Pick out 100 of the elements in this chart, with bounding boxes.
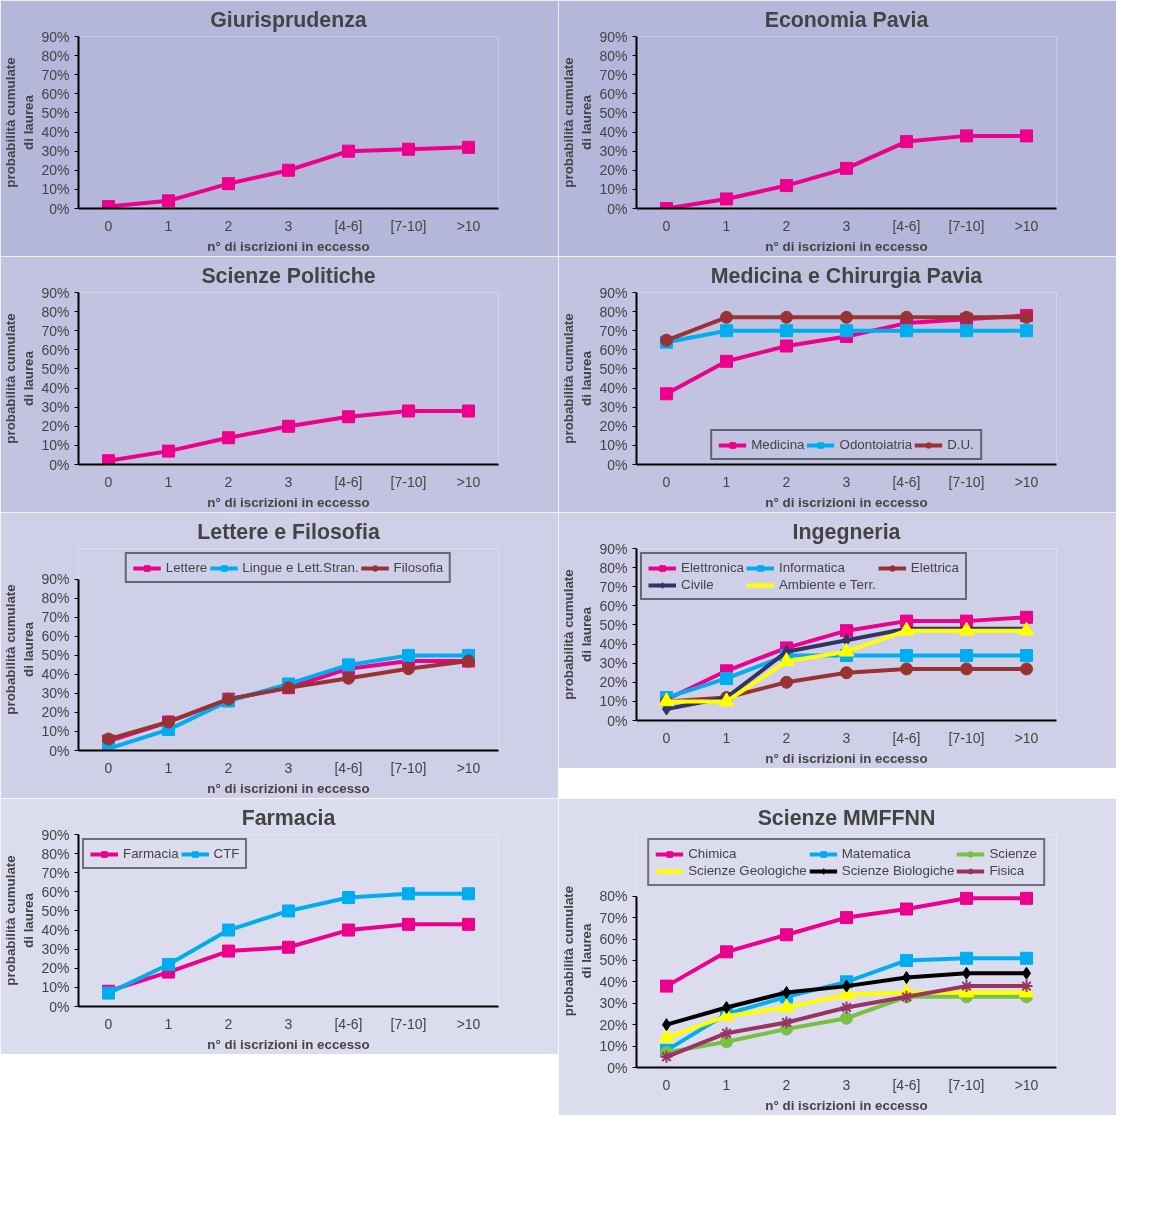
x-tick-label: 3 [284, 473, 293, 490]
chart-title: Farmacia [241, 805, 336, 830]
y-tick-label: 30% [41, 685, 70, 702]
y-tick-label: 90% [41, 28, 70, 45]
x-tick-label: >10 [456, 759, 481, 776]
y-tick-label: 10% [41, 181, 70, 198]
x-tick-label: >10 [1014, 473, 1039, 490]
y-tick-label: 70% [41, 864, 70, 881]
y-axis-title: probabilità cumulate di laurea [3, 584, 37, 715]
x-tick-label: 0 [662, 473, 671, 490]
x-tick-label: 0 [662, 729, 671, 746]
legend-label: Informatica [778, 560, 845, 575]
y-tick-label: 20% [41, 960, 70, 977]
y-tick-label: 20% [599, 418, 628, 435]
x-tick-label: [7-10] [948, 1076, 985, 1093]
x-tick-label: [4-6] [334, 759, 363, 776]
legend-label: Filosofia [393, 560, 444, 575]
y-tick-label: 50% [41, 360, 70, 377]
y-tick-label: 0% [607, 1059, 628, 1076]
y-tick-label: 40% [599, 973, 628, 990]
x-tick-label: 3 [842, 217, 851, 234]
y-tick-label: 70% [599, 322, 628, 339]
x-tick-label: [4-6] [892, 1076, 921, 1093]
x-tick-label: 1 [722, 473, 731, 490]
x-tick-label: 1 [722, 729, 731, 746]
y-tick-label: 50% [599, 104, 628, 121]
legend-label: Chimica [688, 846, 737, 861]
y-tick-label: 60% [41, 883, 70, 900]
x-tick-label: 1 [164, 217, 173, 234]
y-tick-label: 80% [599, 559, 628, 576]
legend-label: Elettronica [681, 560, 744, 575]
legend-label: CTF [213, 846, 240, 861]
y-tick-label: 40% [599, 124, 628, 141]
legend-label: Lingue e Lett.Stran. [242, 560, 359, 575]
x-tick-label: >10 [1014, 217, 1039, 234]
y-tick-label: 90% [599, 284, 628, 301]
y-tick-label: 40% [41, 922, 70, 939]
y-tick-label: 90% [41, 826, 70, 843]
y-tick-label: 60% [599, 597, 628, 614]
y-tick-label: 40% [41, 666, 70, 683]
y-tick-label: 90% [41, 571, 70, 588]
x-tick-label: >10 [456, 1015, 481, 1032]
y-tick-label: 80% [599, 47, 628, 64]
x-tick-label: [4-6] [892, 473, 921, 490]
x-tick-label: 3 [284, 759, 293, 776]
x-tick-label: 2 [782, 1076, 791, 1093]
y-axis-title: probabilità cumulate di laurea [3, 855, 37, 986]
y-tick-label: 90% [599, 28, 628, 45]
chart-title: Ingegneria [792, 519, 901, 544]
y-tick-label: 50% [599, 360, 628, 377]
y-tick-label: 80% [41, 303, 70, 320]
y-tick-label: 30% [41, 941, 70, 958]
y-tick-label: 70% [599, 578, 628, 595]
y-tick-label: 30% [599, 655, 628, 672]
y-tick-label: 0% [49, 200, 70, 217]
x-axis-title: n° di iscrizioni in eccesso [207, 780, 370, 796]
x-tick-label: [7-10] [390, 1015, 427, 1032]
y-tick-label: 20% [41, 418, 70, 435]
y-tick-label: 20% [41, 704, 70, 721]
y-tick-label: 60% [599, 341, 628, 358]
x-tick-label: 0 [104, 217, 113, 234]
y-tick-label: 40% [599, 380, 628, 397]
y-tick-label: 0% [607, 456, 628, 473]
y-tick-label: 10% [599, 437, 628, 454]
y-tick-label: 40% [599, 636, 628, 653]
x-tick-label: 3 [842, 1076, 851, 1093]
y-tick-label: 20% [599, 162, 628, 179]
x-tick-label: 2 [782, 729, 791, 746]
y-tick-label: 20% [41, 162, 70, 179]
legend-label: D.U. [947, 437, 974, 452]
y-tick-label: 60% [41, 628, 70, 645]
x-tick-label: [4-6] [334, 1015, 363, 1032]
x-axis-title: n° di iscrizioni in eccesso [207, 494, 370, 510]
y-tick-label: 50% [599, 952, 628, 969]
x-tick-label: >10 [456, 473, 481, 490]
x-tick-label: 3 [284, 1015, 293, 1032]
x-tick-label: 2 [224, 1015, 233, 1032]
x-axis-title: n° di iscrizioni in eccesso [765, 494, 928, 510]
legend-label: Scienze Biologiche [841, 863, 955, 878]
y-tick-label: 0% [607, 712, 628, 729]
y-tick-label: 50% [41, 104, 70, 121]
y-tick-label: 40% [41, 124, 70, 141]
x-tick-label: [4-6] [892, 217, 921, 234]
y-tick-label: 70% [41, 609, 70, 626]
x-tick-label: 3 [284, 217, 293, 234]
y-tick-label: 30% [41, 399, 70, 416]
x-tick-label: >10 [1014, 1076, 1039, 1093]
x-tick-label: 1 [164, 1015, 173, 1032]
y-axis-title: probabilità cumulate di laurea [561, 569, 595, 700]
y-tick-label: 90% [599, 540, 628, 557]
y-tick-label: 70% [599, 909, 628, 926]
y-tick-label: 70% [41, 322, 70, 339]
chart-title: Economia Pavia [764, 7, 929, 32]
legend-label: Farmacia [123, 846, 179, 861]
x-tick-label: 0 [662, 1076, 671, 1093]
y-tick-label: 50% [41, 902, 70, 919]
x-axis-title: n° di iscrizioni in eccesso [207, 1036, 370, 1052]
x-tick-label: 2 [224, 217, 233, 234]
legend-label: Odontoiatria [839, 437, 913, 452]
y-tick-label: 60% [599, 85, 628, 102]
